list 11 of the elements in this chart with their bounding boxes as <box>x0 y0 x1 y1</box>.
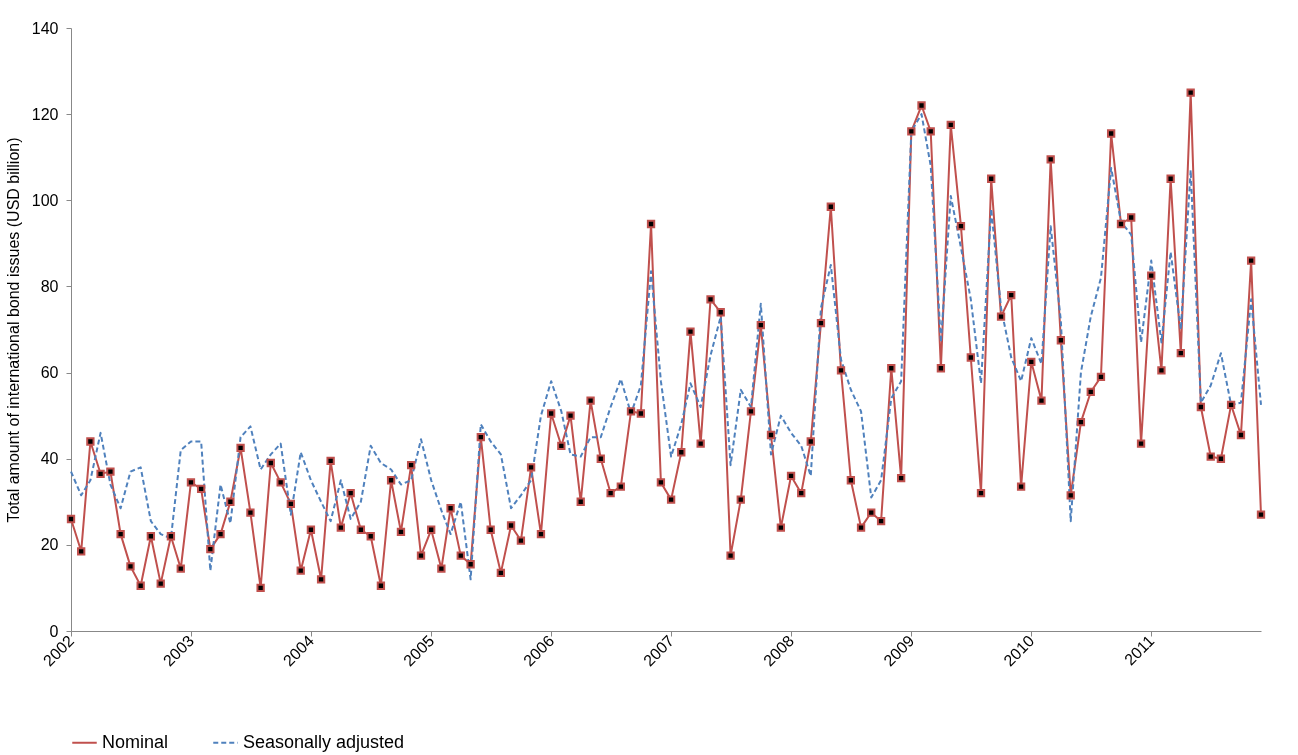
legend-label: Nominal <box>102 731 169 752</box>
y-tick-label: 140 <box>31 19 59 37</box>
y-axis-title: Total amount of international bond issues (USD billion) <box>4 137 22 523</box>
y-tick-label: 40 <box>40 450 59 468</box>
y-tick-label: 80 <box>40 277 59 295</box>
y-tick-label: 120 <box>31 105 59 123</box>
y-tick-label: 60 <box>40 364 59 382</box>
y-tick-label: 0 <box>49 622 59 640</box>
legend-label: Seasonally adjusted <box>243 731 405 752</box>
y-tick-label: 100 <box>31 191 59 209</box>
y-tick-label: 20 <box>40 536 59 554</box>
